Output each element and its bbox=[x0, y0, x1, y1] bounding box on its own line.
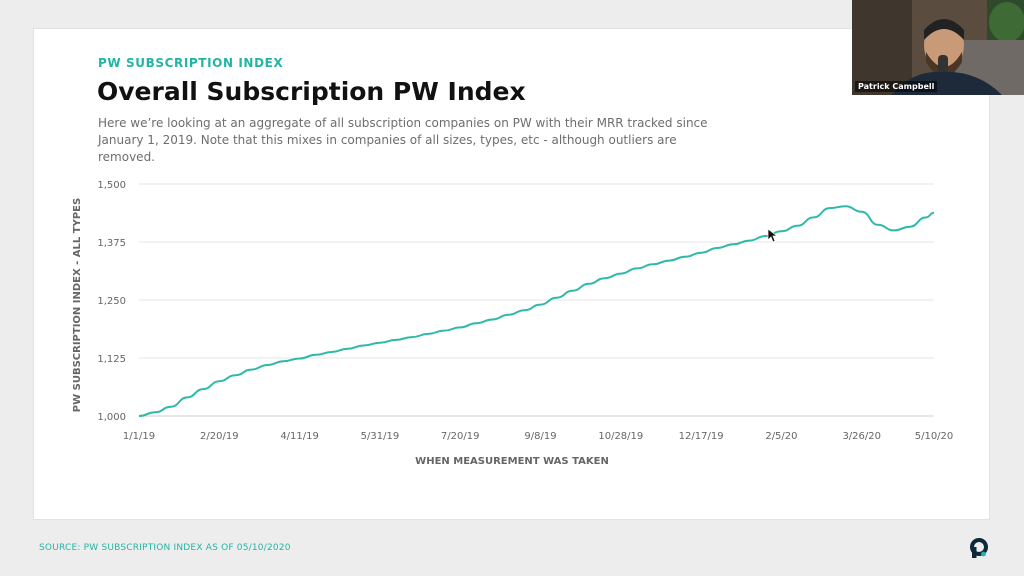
webcam-video: Patrick Campbell bbox=[852, 0, 1024, 95]
x-tick-label: 12/17/19 bbox=[679, 431, 724, 442]
chart-gridlines bbox=[139, 183, 934, 417]
y-axis-label: PW SUBSCRIPTION INDEX - ALL TYPES bbox=[72, 198, 83, 412]
profitwell-logo-icon bbox=[968, 537, 990, 563]
chart-card bbox=[33, 28, 990, 520]
x-tick-label: 2/20/19 bbox=[200, 431, 239, 442]
x-axis-label: WHEN MEASUREMENT WAS TAKEN bbox=[415, 456, 609, 467]
section-eyebrow: PW SUBSCRIPTION INDEX bbox=[98, 56, 284, 70]
y-tick-label: 1,375 bbox=[97, 238, 126, 249]
x-axis-ticks: 1/1/19 2/20/19 4/11/19 5/31/19 7/20/19 9/8/19… bbox=[123, 431, 953, 442]
x-tick-label: 7/20/19 bbox=[441, 431, 480, 442]
series-line bbox=[138, 205, 935, 417]
mouse-cursor-icon bbox=[767, 228, 779, 243]
x-tick-label: 9/8/19 bbox=[524, 431, 556, 442]
x-tick-label: 1/1/19 bbox=[123, 431, 155, 442]
x-tick-label: 10/28/19 bbox=[598, 431, 643, 442]
y-axis-ticks: 1,000 1,125 1,250 1,375 1,500 bbox=[97, 180, 126, 423]
webcam-person-image bbox=[852, 0, 1024, 95]
y-tick-label: 1,500 bbox=[97, 180, 126, 191]
page-title: Overall Subscription PW Index bbox=[97, 77, 526, 106]
source-note: SOURCE: PW SUBSCRIPTION INDEX AS OF 05/1… bbox=[39, 543, 291, 553]
x-tick-label: 5/31/19 bbox=[361, 431, 400, 442]
y-tick-label: 1,000 bbox=[97, 412, 126, 423]
x-tick-label: 5/10/20 bbox=[915, 431, 954, 442]
webcam-name-label: Patrick Campbell bbox=[855, 81, 938, 92]
x-tick-label: 4/11/19 bbox=[280, 431, 319, 442]
chart-description: Here we’re looking at an aggregate of al… bbox=[98, 116, 708, 164]
x-tick-label: 2/5/20 bbox=[765, 431, 797, 442]
x-tick-label: 3/26/20 bbox=[842, 431, 881, 442]
y-tick-label: 1,125 bbox=[97, 354, 126, 365]
y-tick-label: 1,250 bbox=[97, 296, 126, 307]
